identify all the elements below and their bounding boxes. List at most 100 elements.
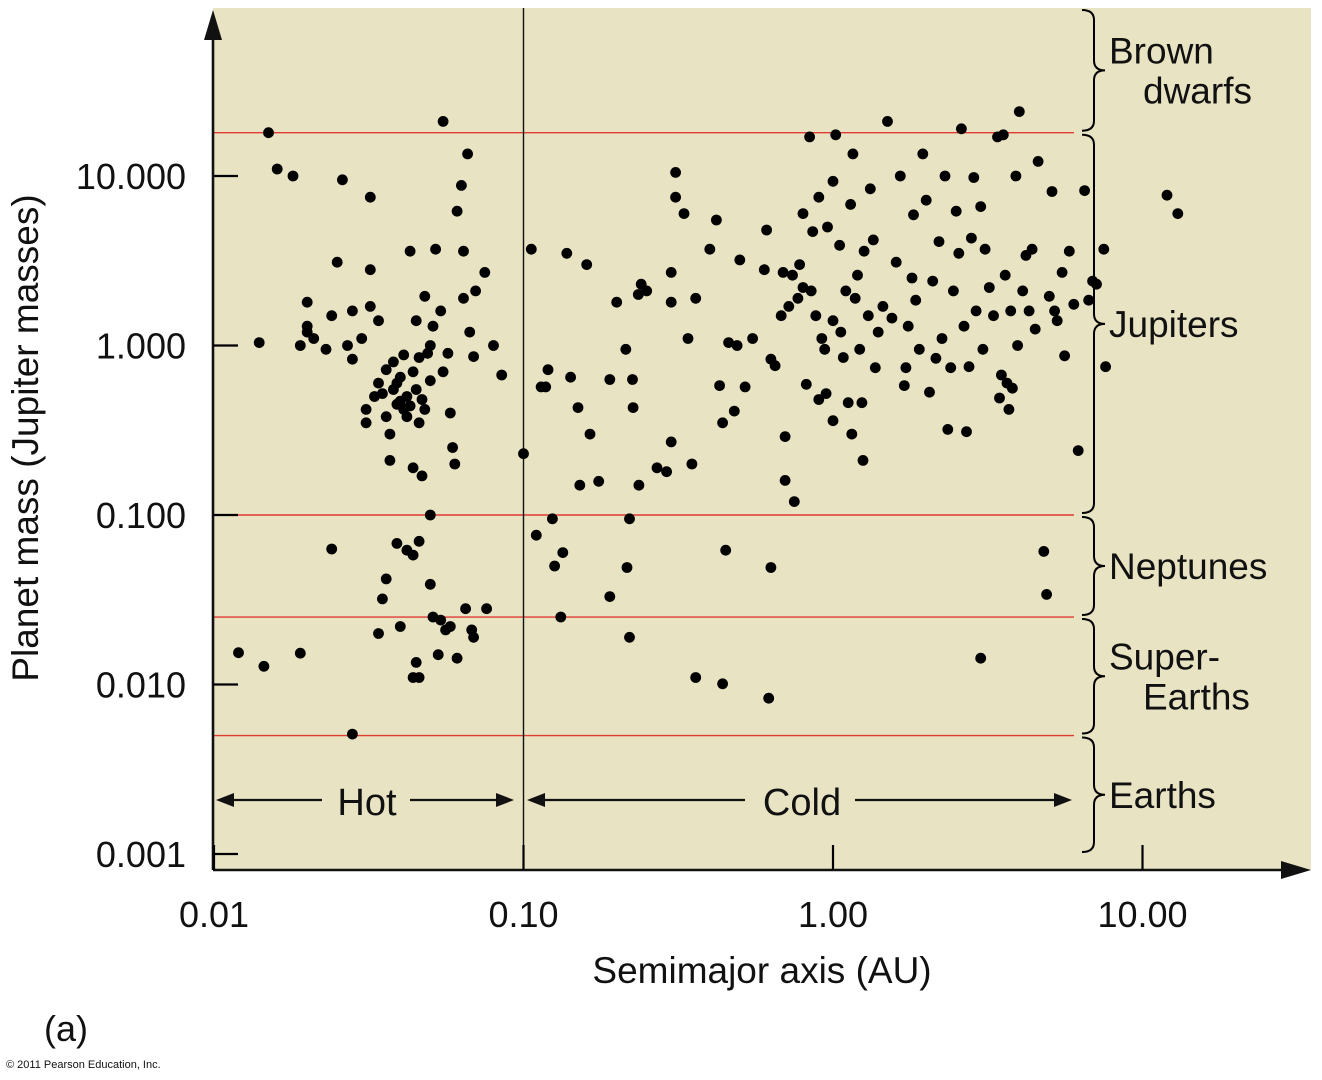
class-label: Earths [1109,775,1216,816]
planet-point [410,384,422,395]
planet-point [410,657,422,668]
x-tick-label: 0.01 [179,894,249,935]
y-tick-label: 0.010 [96,665,186,706]
planet-point [678,208,690,220]
planet-point [890,256,902,268]
planet-point [342,340,353,351]
planet-point [233,647,244,659]
planet-point [1029,323,1041,335]
planet-point [1038,546,1050,557]
planet-point [458,292,469,304]
planet-point [1051,315,1063,327]
planet-point [413,417,425,429]
planet-point [549,560,560,572]
planet-point [1098,243,1110,255]
planet-point [481,603,492,615]
planet-point [665,436,677,448]
planet-point [407,366,419,378]
planet-point [1013,106,1025,117]
planet-point [1046,186,1058,197]
planet-point [734,254,746,266]
axes [204,10,1311,879]
planet-point [460,603,471,615]
hot-arrowhead-right [496,793,514,807]
class-brace [1081,618,1106,735]
planet-point [258,660,270,672]
planet-point [800,378,812,390]
planet-point [377,593,388,605]
planet-point [910,294,922,306]
planet-point [373,315,384,327]
planet-point [877,301,889,312]
planet-point [401,411,413,423]
planet-point [797,208,809,220]
planet-point [1043,290,1055,302]
planet-point [813,394,825,405]
planet-point [842,397,854,409]
x-axis-arrowhead [1281,861,1311,879]
planet-point [377,388,388,399]
planet-point [337,174,348,186]
planet-point [464,326,476,338]
planet-point [783,301,795,312]
class-label: dwarfs [1143,70,1252,111]
planet-point [525,243,537,255]
planet-point [820,388,832,399]
planet-point [444,621,456,632]
planet-point [604,374,616,385]
planet-point [1059,350,1070,362]
planet-point [384,455,396,466]
planet-point [633,479,645,491]
planet-point [294,647,306,659]
x-tick-label: 1.00 [798,894,868,935]
planet-point [862,310,874,322]
planet-point [479,267,491,278]
planet-point [945,362,957,374]
planet-point [794,259,805,270]
planet-point [410,315,422,327]
planet-point [413,535,425,547]
y-tick-label: 10.000 [76,156,186,197]
planet-point [388,356,399,368]
planet-point [1100,361,1111,373]
planet-point [419,290,431,302]
planet-point [846,428,858,440]
planet-point [380,364,392,376]
planet-point [830,129,842,141]
panel-label: (a) [44,1008,88,1049]
planet-point [1049,305,1060,317]
planet-point [1091,278,1102,290]
planet-point [927,275,939,287]
planet-point [360,417,372,429]
planet-point [775,310,787,322]
planet-point [364,191,376,203]
planet-point [364,301,376,312]
planet-point [983,282,995,293]
planet-point [540,381,552,393]
planet-point [822,221,833,233]
planet-point [398,349,410,361]
planet-point [641,285,653,297]
class-label: Brown [1109,30,1214,71]
planet-point [1041,589,1052,600]
plot-background [213,8,1311,870]
planet-point [835,326,847,338]
planet-point [364,264,376,276]
planet-point [717,678,728,690]
planet-point [834,239,845,251]
planet-point [542,364,554,376]
planet-point [394,371,406,383]
cold-label: Cold [763,782,841,824]
planet-point [933,236,945,248]
planet-point [1072,445,1084,456]
planet-point [1023,305,1035,317]
planet-point [894,170,906,182]
y-tick-label: 1.000 [96,326,186,367]
planet-point [360,404,372,415]
planet-point [970,305,982,317]
planet-point [561,247,573,259]
planet-point [394,621,406,632]
planet-point [747,333,758,344]
planet-point [456,180,467,191]
planet-point [827,315,839,327]
